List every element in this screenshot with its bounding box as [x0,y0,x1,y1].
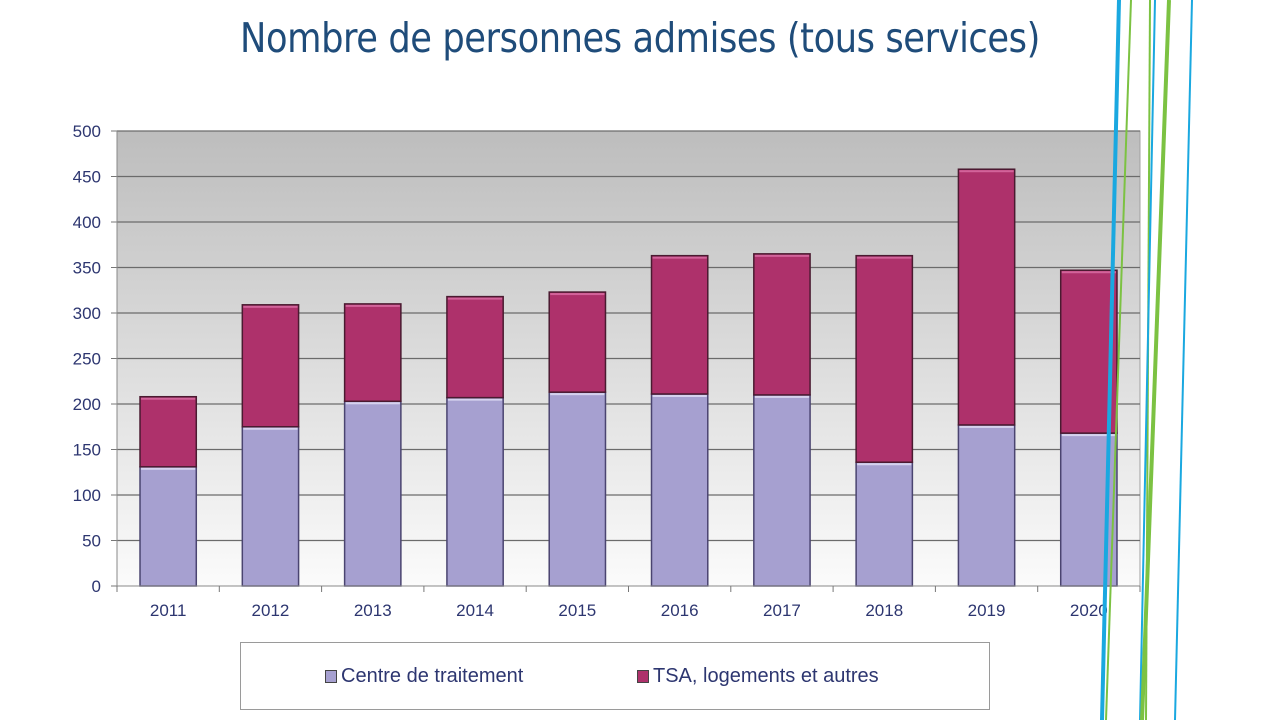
bar-highlight [447,297,503,300]
bar-highlight [243,427,298,430]
x-tick-label: 2014 [456,601,494,620]
legend-swatch-lower [325,670,337,683]
y-tick-label: 500 [73,122,101,141]
bar-centre-de-traitement-2013 [343,400,402,587]
bar-highlight [754,254,810,257]
bar-highlight [1061,271,1116,274]
bar-highlight [141,397,196,400]
legend-label: TSA, logements et autres [653,665,879,687]
x-tick-label: 2018 [865,601,903,620]
bar-tsa-logements-2015 [548,291,607,393]
y-tick-label: 200 [73,395,101,414]
x-tick-label: 2020 [1070,601,1108,620]
y-tick-label: 0 [92,577,101,596]
bar-tsa-logements-2020 [1059,269,1118,434]
y-tick-label: 400 [73,213,101,232]
x-tick-label: 2015 [558,601,596,620]
bar-highlight [754,395,810,398]
bar-highlight [550,393,605,396]
bar-tsa-logements-2011 [139,395,198,468]
bar-tsa-logements-2017 [753,253,811,396]
x-tick-label: 2016 [661,601,699,620]
bar-centre-de-traitement-2020 [1059,432,1118,587]
legend-item-tsa: TSA, logements et autres [637,665,879,688]
legend-swatch-upper [637,670,649,683]
x-tick-label: 2011 [150,601,187,620]
legend-label: Centre de traitement [341,665,524,687]
bar-centre-de-traitement-2012 [241,426,300,587]
x-tick-label: 2012 [252,601,290,620]
bar-tsa-logements-2018 [855,254,914,463]
bar-highlight [141,467,196,470]
bar-tsa-logements-2013 [343,303,402,403]
chart-title: Nombre de personnes admises (tous servic… [240,14,1040,62]
bar-centre-de-traitement-2014 [446,396,504,587]
bar-tsa-logements-2016 [650,254,709,395]
bar-highlight [857,256,912,259]
bar-highlight [652,256,707,259]
y-tick-label: 100 [73,486,101,505]
legend: Centre de traitement TSA, logements et a… [240,642,990,710]
y-axis: 0 50 100 150 200 250 300 350 400 450 500 [73,122,118,596]
bar-highlight [1061,434,1116,437]
bar-centre-de-traitement-2011 [139,466,198,587]
bar-centre-de-traitement-2015 [548,391,607,587]
bar-highlight [652,394,707,397]
bar-highlight [345,304,400,307]
bar-highlight [959,425,1014,428]
bar-highlight [447,398,503,401]
bar-tsa-logements-2014 [446,295,504,399]
bars [139,168,1118,587]
legend-item-centre-de-traitement: Centre de traitement [325,665,523,688]
bar-centre-de-traitement-2018 [855,461,914,587]
bar-highlight [243,305,298,308]
x-tick-label: 2013 [354,601,392,620]
bar-highlight [857,463,912,466]
bar-highlight [959,170,1014,173]
bar-tsa-logements-2019 [957,168,1016,426]
bar-highlight [345,402,400,405]
y-tick-label: 300 [73,304,101,323]
x-tick-label: 2019 [968,601,1006,620]
bar-tsa-logements-2012 [241,304,300,428]
bar-centre-de-traitement-2017 [753,394,811,587]
y-tick-label: 150 [73,441,101,460]
bar-highlight [550,293,605,296]
x-axis: 2011 2012 2013 2014 2015 2016 2017 2018 2019 2020 [116,585,1141,620]
y-tick-label: 250 [73,350,101,369]
bar-centre-de-traitement-2019 [957,424,1016,587]
y-tick-label: 50 [82,532,101,551]
bar-centre-de-traitement-2016 [650,393,709,587]
x-tick-label: 2017 [763,601,801,620]
y-tick-label: 350 [73,259,101,278]
y-tick-label: 450 [73,168,101,187]
